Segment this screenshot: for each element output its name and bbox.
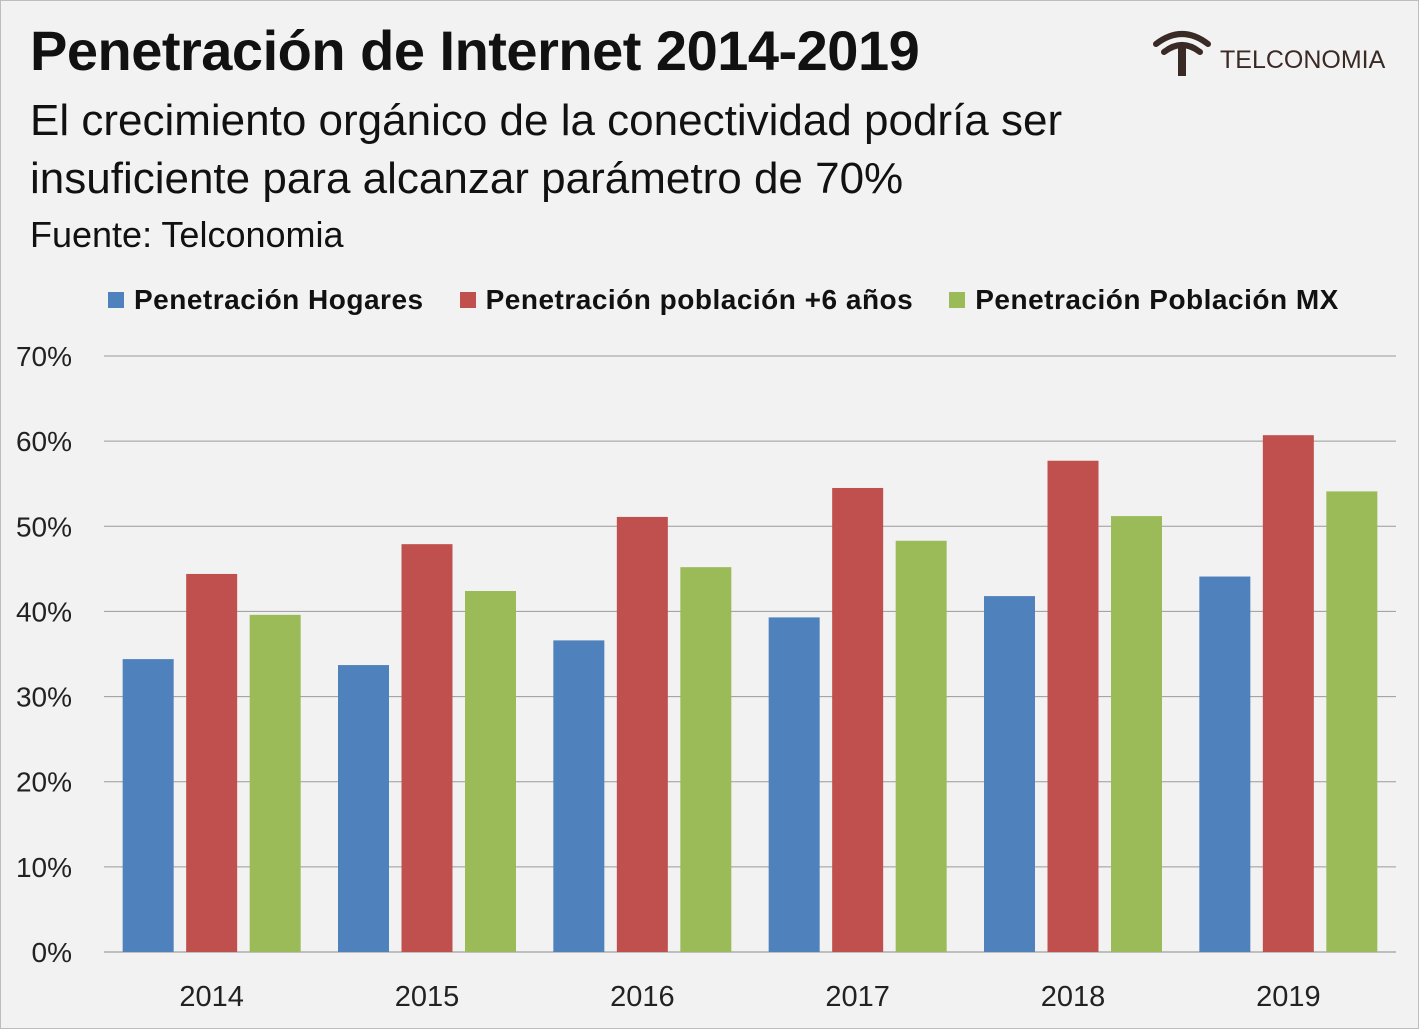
y-tick-label: 70% (16, 341, 72, 372)
bar (186, 573, 238, 952)
chart-legend: Penetración Hogares Penetración població… (108, 282, 1375, 318)
bar (1111, 516, 1162, 952)
legend-swatch-poblacion-mx (949, 292, 966, 308)
bar (1199, 576, 1251, 952)
y-tick-label: 40% (16, 596, 72, 627)
wifi-t-logo-icon (1153, 31, 1211, 76)
x-tick-label: 2018 (1041, 981, 1106, 1013)
bar (984, 596, 1035, 952)
y-tick-label: 30% (16, 682, 72, 713)
chart-title: Penetración de Internet 2014-2019 (30, 19, 920, 82)
legend-label-hogares: Penetración Hogares (134, 284, 424, 315)
legend-item-poblacion-mx: Penetración Población MX (949, 284, 1339, 316)
bar (1262, 435, 1314, 952)
bar (553, 640, 605, 952)
y-tick-label: 50% (16, 511, 72, 542)
x-tick-label: 2016 (610, 981, 675, 1013)
bar (338, 665, 389, 952)
bar (680, 567, 732, 952)
legend-swatch-hogares (108, 292, 124, 308)
legend-item-poblacion-6: Penetración población +6 años (459, 284, 914, 316)
bar (1326, 491, 1378, 952)
bar (249, 614, 301, 952)
legend-item-hogares: Penetración Hogares (108, 284, 424, 316)
legend-swatch-poblacion-6 (459, 292, 476, 308)
y-tick-label: 20% (16, 767, 72, 798)
bar (465, 590, 516, 952)
legend-label-poblacion-6: Penetración población +6 años (485, 284, 914, 315)
telconomia-logo: TELCONOMIA (1150, 26, 1390, 86)
x-tick-label: 2017 (825, 981, 890, 1013)
bar (401, 544, 453, 952)
logo-text: TELCONOMIA (1220, 46, 1386, 74)
bar (1047, 460, 1099, 952)
legend-label-poblacion-mx: Penetración Población MX (975, 284, 1339, 315)
chart-subtitle: El crecimiento orgánico de la conectivid… (30, 96, 1063, 203)
bar (832, 487, 884, 952)
chart-source: Fuente: Telconomia (30, 214, 344, 255)
y-tick-label: 10% (16, 852, 72, 883)
x-tick-label: 2015 (395, 981, 460, 1013)
x-tick-label: 2014 (179, 981, 244, 1013)
bar (768, 617, 820, 952)
bar (895, 540, 947, 952)
y-tick-label: 60% (16, 426, 72, 457)
bar (616, 516, 668, 952)
y-tick-label: 0% (32, 937, 72, 968)
bar (122, 659, 174, 952)
x-tick-label: 2019 (1256, 981, 1321, 1013)
